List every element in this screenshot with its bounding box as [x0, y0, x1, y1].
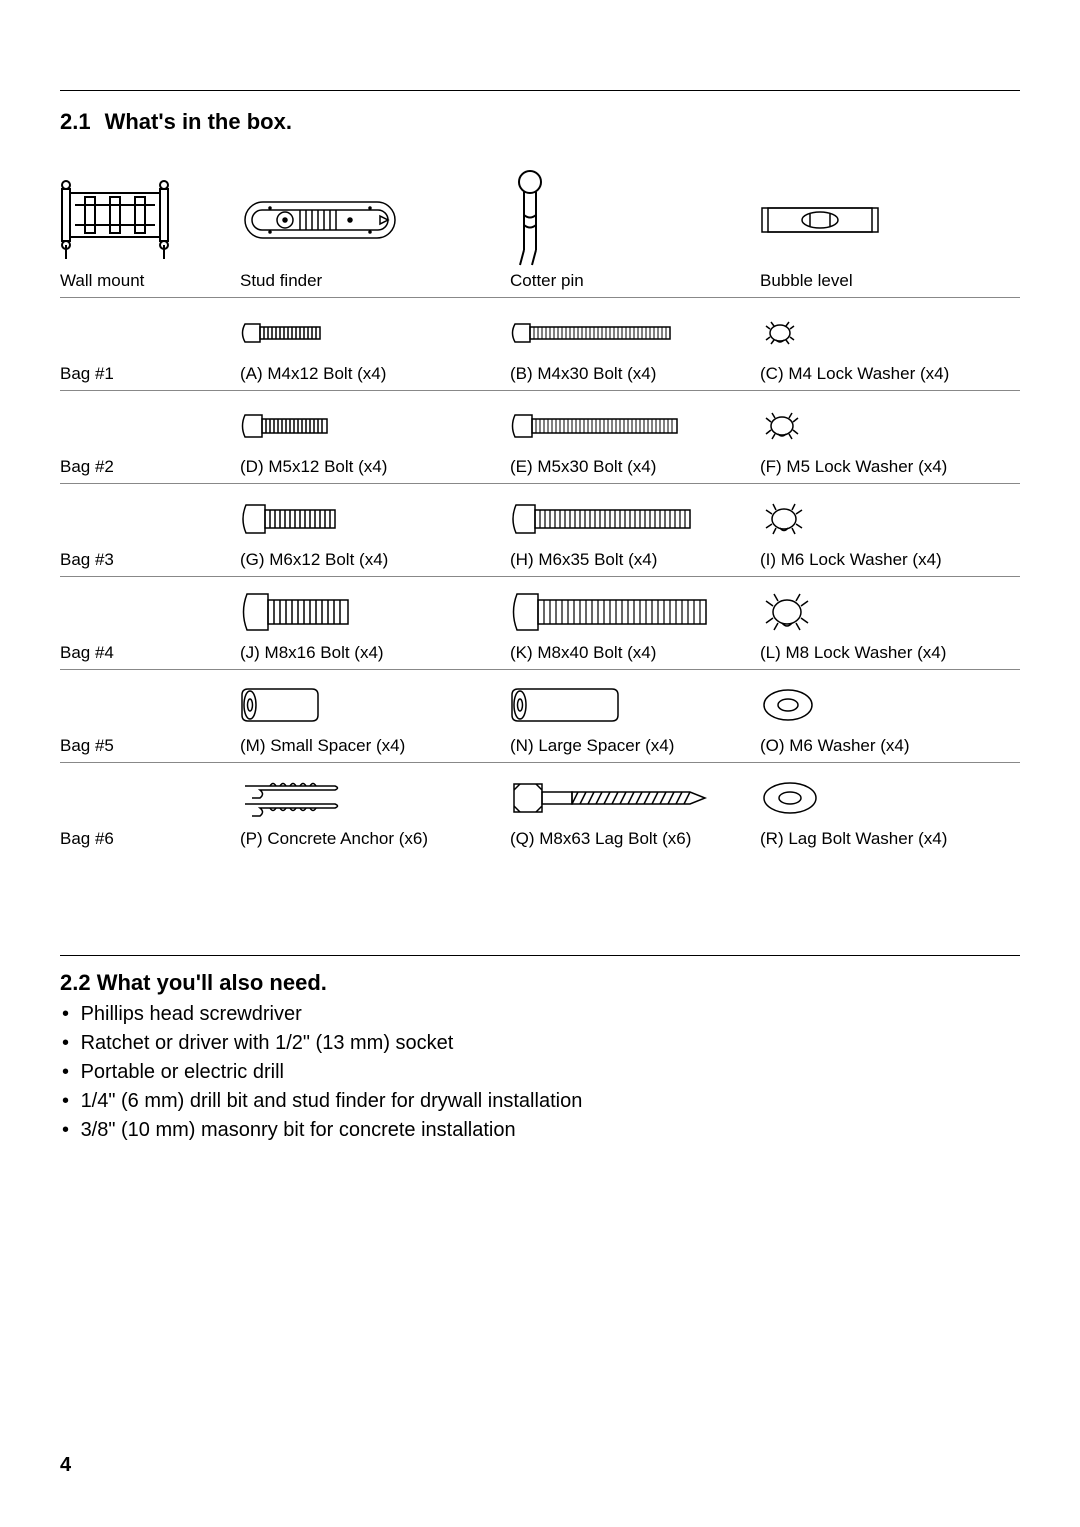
needs-list: Phillips head screwdriver Ratchet or dri… — [60, 1000, 1020, 1145]
bolt-m5x30-label: (E) M5x30 Bolt (x4) — [510, 457, 760, 477]
row-bag-1: Bag #1 (A) M4x12 Bolt (x4) (B) M4x30 Bol… — [60, 298, 1020, 391]
section-2: 2.2 What you'll also need. Phillips head… — [60, 955, 1020, 1145]
bolt-m6x35-icon — [510, 494, 760, 544]
washer-m5-label: (F) M5 Lock Washer (x4) — [760, 457, 1010, 477]
bolt-m4x12-icon — [240, 308, 510, 358]
section-1-title: 2.1 What's in the box. — [60, 109, 1020, 135]
wall-mount-label: Wall mount — [60, 271, 240, 291]
bolt-m8x40-label: (K) M8x40 Bolt (x4) — [510, 643, 760, 663]
need-item: 1/4" (6 mm) drill bit and stud finder fo… — [62, 1087, 1020, 1116]
need-item: Ratchet or driver with 1/2" (13 mm) sock… — [62, 1029, 1020, 1058]
rule-top — [60, 90, 1020, 91]
spacer-large-icon — [510, 680, 760, 730]
row-bag-2: Bag #2 (D) M5x12 Bolt (x4) (E) M5x30 Bol… — [60, 391, 1020, 484]
bolt-m8x40-icon — [510, 587, 760, 637]
bag-1-label: Bag #1 — [60, 364, 240, 384]
bolt-m5x30-icon — [510, 401, 760, 451]
bolt-m6x12-label: (G) M6x12 Bolt (x4) — [240, 550, 510, 570]
bolt-m4x30-label: (B) M4x30 Bolt (x4) — [510, 364, 760, 384]
row-bag-4: Bag #4 (J) M8x16 Bolt (x4) (K) M8x40 Bol… — [60, 577, 1020, 670]
concrete-anchor-icon — [240, 773, 510, 823]
washer-m4-icon — [760, 308, 1010, 358]
bolt-m5x12-label: (D) M5x12 Bolt (x4) — [240, 457, 510, 477]
page-number: 4 — [60, 1454, 71, 1477]
row-top: Wall mount Stud finde — [60, 165, 1020, 298]
washer-m8-icon — [760, 587, 1010, 637]
need-item: 3/8" (10 mm) masonry bit for concrete in… — [62, 1116, 1020, 1145]
cotter-pin-icon — [510, 175, 760, 265]
bolt-m5x12-icon — [240, 401, 510, 451]
bolt-m4x30-icon — [510, 308, 760, 358]
bag-5-label: Bag #5 — [60, 736, 240, 756]
section-2-text: What you'll also need. — [97, 970, 327, 995]
bag-3-label: Bag #3 — [60, 550, 240, 570]
spacer-large-label: (N) Large Spacer (x4) — [510, 736, 760, 756]
contents-grid: Wall mount Stud finde — [60, 165, 1020, 855]
section-2-number: 2.2 — [60, 970, 91, 995]
bubble-level-label: Bubble level — [760, 271, 1010, 291]
bag-2-label: Bag #2 — [60, 457, 240, 477]
row-bag-6: Bag #6 (P) Concrete Anchor (x6) — [60, 763, 1020, 855]
concrete-anchor-label: (P) Concrete Anchor (x6) — [240, 829, 510, 849]
wall-mount-icon — [60, 175, 240, 265]
section-1-text: What's in the box. — [105, 109, 292, 134]
spacer-small-icon — [240, 680, 510, 730]
stud-finder-icon — [240, 175, 510, 265]
lag-bolt-icon — [510, 773, 760, 823]
washer-m6-icon — [760, 494, 1010, 544]
bolt-m4x12-label: (A) M4x12 Bolt (x4) — [240, 364, 510, 384]
washer-m8-label: (L) M8 Lock Washer (x4) — [760, 643, 1010, 663]
section-2-title: 2.2 What you'll also need. — [60, 970, 1020, 996]
washer-flat-m6-label: (O) M6 Washer (x4) — [760, 736, 1010, 756]
bolt-m6x12-icon — [240, 494, 510, 544]
stud-finder-label: Stud finder — [240, 271, 510, 291]
washer-flat-m6-icon — [760, 680, 1010, 730]
spacer-small-label: (M) Small Spacer (x4) — [240, 736, 510, 756]
need-item: Portable or electric drill — [62, 1058, 1020, 1087]
lag-washer-label: (R) Lag Bolt Washer (x4) — [760, 829, 1010, 849]
washer-m4-label: (C) M4 Lock Washer (x4) — [760, 364, 1010, 384]
washer-m6-label: (I) M6 Lock Washer (x4) — [760, 550, 1010, 570]
bag-6-label: Bag #6 — [60, 829, 240, 849]
bag-4-label: Bag #4 — [60, 643, 240, 663]
cotter-pin-label: Cotter pin — [510, 271, 760, 291]
section-1-number: 2.1 — [60, 109, 91, 134]
bolt-m6x35-label: (H) M6x35 Bolt (x4) — [510, 550, 760, 570]
bolt-m8x16-icon — [240, 587, 510, 637]
need-item: Phillips head screwdriver — [62, 1000, 1020, 1029]
washer-m5-icon — [760, 401, 1010, 451]
lag-bolt-label: (Q) M8x63 Lag Bolt (x6) — [510, 829, 760, 849]
rule-mid — [60, 955, 1020, 956]
lag-washer-icon — [760, 773, 1010, 823]
row-bag-3: Bag #3 (G) M6x12 Bolt (x4) (H) M6x35 Bol… — [60, 484, 1020, 577]
bolt-m8x16-label: (J) M8x16 Bolt (x4) — [240, 643, 510, 663]
row-bag-5: Bag #5 (M) Small Spacer (x4) (N) Large S… — [60, 670, 1020, 763]
bubble-level-icon — [760, 175, 1010, 265]
